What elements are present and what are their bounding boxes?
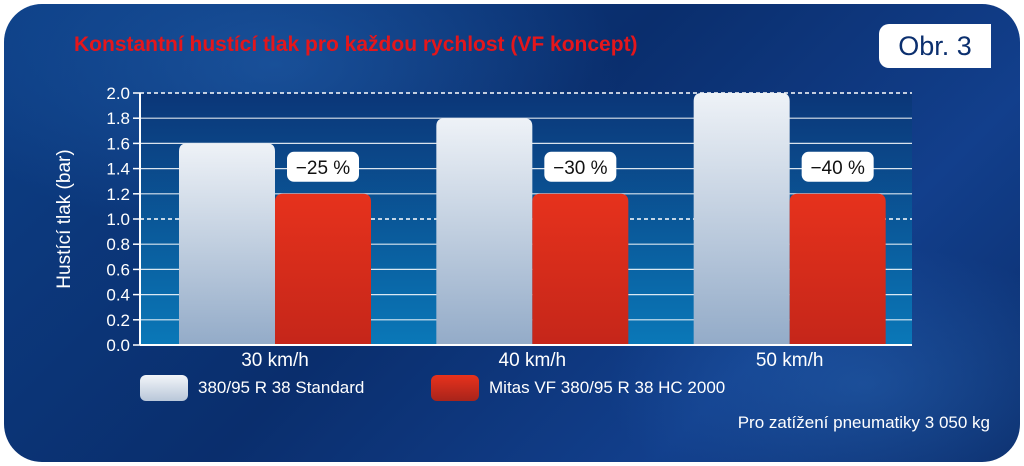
x-tick-label: 40 km/h (499, 350, 567, 371)
x-tick-label: 30 km/h (241, 350, 309, 371)
y-tick-label: 0.2 (106, 311, 130, 330)
x-tick-label: 50 km/h (756, 350, 824, 371)
reduction-label-box (801, 151, 874, 182)
axes: 0.0 0.2 0.4 0.6 0.8 1.0 1.2 1.4 1.6 1.8 2.0 Hustící… (54, 84, 912, 355)
y-axis-title: Hustící tlak (bar) (54, 149, 75, 288)
y-tick-label: 2.0 (106, 84, 130, 103)
legend-label-standard: 380/95 R 38 Standard (198, 378, 365, 397)
footnote: Pro zatížení pneumatiky 3 050 kg (737, 413, 990, 432)
legend-label-vf: Mitas VF 380/95 R 38 HC 2000 (489, 378, 726, 397)
reduction-label: −30 % (553, 158, 608, 179)
y-tick-label: 1.8 (106, 109, 130, 128)
y-tick-label: 1.4 (106, 160, 130, 179)
legend-swatch-vf (431, 375, 479, 401)
y-tick-label: 0.0 (106, 336, 130, 355)
reduction-label: −40 % (810, 158, 865, 179)
legend-item-standard: 380/95 R 38 Standard (140, 375, 364, 401)
bars (179, 93, 886, 345)
bar-standard (693, 93, 790, 345)
y-tick-label: 1.2 (106, 185, 130, 204)
y-tick-label: 1.6 (106, 134, 130, 153)
bar-vf (532, 193, 629, 345)
reduction-label-box (287, 151, 359, 182)
chart-title: Konstantní hustící tlak pro každou rychl… (74, 33, 638, 56)
y-tick-label: 0.6 (106, 260, 130, 279)
bar-standard (179, 143, 275, 345)
bar-vf (789, 193, 886, 345)
y-tick-label: 0.8 (106, 235, 130, 254)
legend-item-vf: Mitas VF 380/95 R 38 HC 2000 (431, 375, 725, 401)
reduction-label-box (544, 151, 617, 182)
figure-label: Obr. 3 (879, 24, 991, 68)
labels: 30 km/h −25 % 40 km/h −30 % 50 km/h −40 % (241, 151, 874, 371)
y-tick-label: 0.4 (106, 286, 130, 305)
bar-standard (436, 118, 533, 345)
bar-vf (275, 193, 371, 345)
reduction-label: −25 % (296, 158, 351, 179)
y-tick-label: 1.0 (106, 210, 130, 229)
legend-swatch-standard (140, 375, 188, 401)
